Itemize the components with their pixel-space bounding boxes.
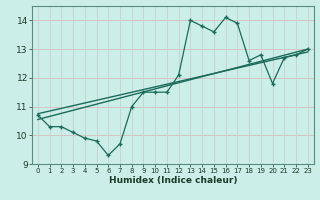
X-axis label: Humidex (Indice chaleur): Humidex (Indice chaleur)	[108, 176, 237, 185]
